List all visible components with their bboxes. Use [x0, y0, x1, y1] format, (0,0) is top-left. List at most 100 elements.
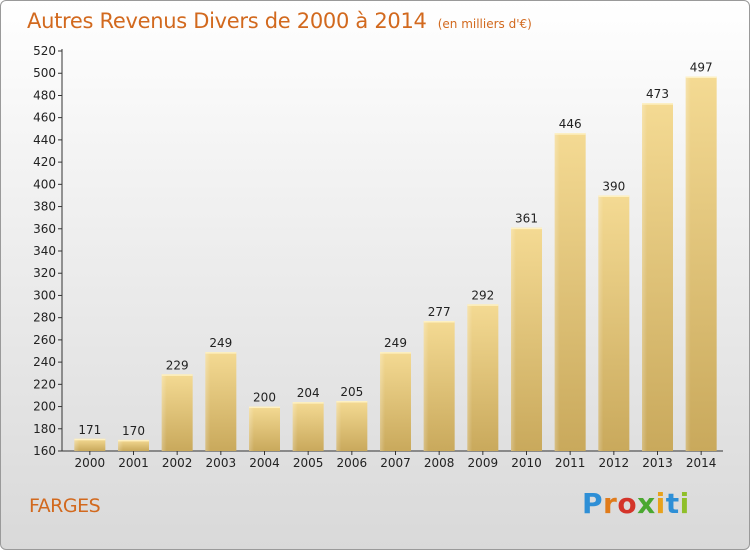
- y-tick-label: 220: [33, 377, 56, 391]
- logo-letter: t: [665, 487, 680, 520]
- bar-value-label: 205: [340, 385, 363, 399]
- bar-group: [205, 352, 237, 451]
- x-tick-label: 2001: [118, 456, 149, 470]
- bar-top-edge: [554, 133, 586, 135]
- x-tick-label: 2012: [599, 456, 630, 470]
- bar: [511, 227, 542, 451]
- bar-top-edge: [74, 438, 106, 441]
- bar-value-label: 497: [690, 61, 713, 75]
- bar-value-label: 171: [78, 423, 101, 437]
- y-tick-label: 260: [33, 333, 56, 347]
- y-tick-label: 360: [33, 222, 56, 236]
- x-tick-label: 2006: [337, 456, 368, 470]
- x-tick-label: 2009: [468, 456, 499, 470]
- bar-highlight: [598, 195, 604, 451]
- bar: [118, 439, 149, 451]
- bar-group: [642, 103, 673, 451]
- bar-value-label: 390: [602, 179, 625, 193]
- bar-group: [74, 438, 106, 451]
- y-tick-label: 400: [33, 177, 56, 191]
- bar: [205, 352, 237, 451]
- bar-group: [511, 227, 542, 451]
- bar-highlight: [161, 374, 167, 451]
- y-tick-label: 180: [33, 422, 56, 436]
- bar-highlight: [249, 406, 254, 451]
- y-tick-label: 480: [33, 88, 56, 102]
- logo-letter: i: [655, 487, 666, 520]
- proxiti-logo: Proxiti: [582, 487, 690, 520]
- y-tick-label: 340: [33, 244, 56, 258]
- x-tick-label: 2013: [642, 456, 673, 470]
- bar-highlight: [118, 439, 123, 451]
- bar: [161, 374, 193, 451]
- bar-group: [467, 304, 499, 451]
- bar: [423, 321, 455, 451]
- bar-group: [554, 133, 586, 451]
- bar-value-label: 229: [166, 358, 189, 372]
- bar-value-label: 361: [515, 212, 538, 226]
- bar-group: [423, 321, 455, 451]
- logo-letter: P: [582, 487, 604, 520]
- bar-group: [685, 76, 717, 452]
- y-tick-label: 240: [33, 355, 56, 369]
- chart-title: Autres Revenus Divers de 2000 à 2014: [27, 9, 427, 33]
- bar-group: [336, 401, 368, 451]
- bar-group: [598, 195, 630, 451]
- y-tick-label: 200: [33, 400, 56, 414]
- bar-top-edge: [685, 76, 717, 79]
- bar-value-label: 204: [297, 386, 320, 400]
- bar-value-label: 249: [209, 336, 232, 350]
- y-tick-label: 500: [33, 66, 56, 80]
- chart-unit-note: (en milliers d'€): [437, 17, 532, 31]
- x-tick-label: 2007: [380, 456, 411, 470]
- x-tick-label: 2005: [293, 456, 324, 470]
- logo-letter: x: [637, 487, 656, 520]
- bar-highlight: [467, 304, 473, 451]
- y-tick-label: 300: [33, 288, 56, 302]
- bar: [598, 195, 630, 451]
- bar-value-label: 446: [559, 117, 582, 131]
- bar-value-label: 277: [428, 305, 451, 319]
- bar-top-edge: [598, 195, 630, 197]
- bar-group: [380, 352, 411, 451]
- bar-group: [161, 374, 193, 451]
- y-tick-label: 160: [33, 444, 56, 458]
- bar: [249, 406, 280, 451]
- bar-highlight: [423, 321, 429, 451]
- x-tick-label: 2011: [555, 456, 586, 470]
- bar-top-edge: [423, 321, 455, 323]
- bar-value-label: 473: [646, 87, 669, 101]
- bar-value-label: 292: [471, 288, 494, 302]
- bar-top-edge: [161, 374, 193, 376]
- x-tick-label: 2000: [75, 456, 106, 470]
- y-tick-label: 520: [33, 44, 56, 58]
- bar-group: [118, 439, 149, 451]
- bar-highlight: [205, 352, 211, 451]
- y-tick-label: 420: [33, 155, 56, 169]
- bar-top-edge: [336, 401, 368, 403]
- chart-axes: 160 180 200 220 240 260 280 300 320 340 360 380 400 4…: [33, 44, 723, 470]
- y-tick-label: 380: [33, 200, 56, 214]
- bar-highlight: [642, 103, 647, 451]
- bar-top-edge: [467, 304, 499, 306]
- bar-top-edge: [511, 227, 542, 230]
- y-tick-label: 320: [33, 266, 56, 280]
- x-tick-label: 2010: [511, 456, 542, 470]
- bar-group: [292, 402, 324, 451]
- chart-bars: 171 170 229 249 200 204 205 249 277 292 361 446 390 4…: [74, 61, 717, 452]
- bar: [336, 401, 368, 451]
- logo-letter: r: [603, 487, 618, 520]
- bar-highlight: [554, 133, 560, 451]
- chart-title-row: Autres Revenus Divers de 2000 à 2014 (en…: [27, 9, 532, 33]
- logo-letter: o: [617, 487, 638, 520]
- y-tick-label: 460: [33, 111, 56, 125]
- bar-top-edge: [292, 402, 324, 404]
- commune-name: FARGES: [29, 495, 101, 517]
- bar-top-edge: [205, 352, 237, 354]
- y-tick-label: 280: [33, 311, 56, 325]
- x-tick-label: 2008: [424, 456, 455, 470]
- x-tick-label: 2004: [249, 456, 280, 470]
- bar: [74, 438, 106, 451]
- bar-highlight: [685, 76, 691, 452]
